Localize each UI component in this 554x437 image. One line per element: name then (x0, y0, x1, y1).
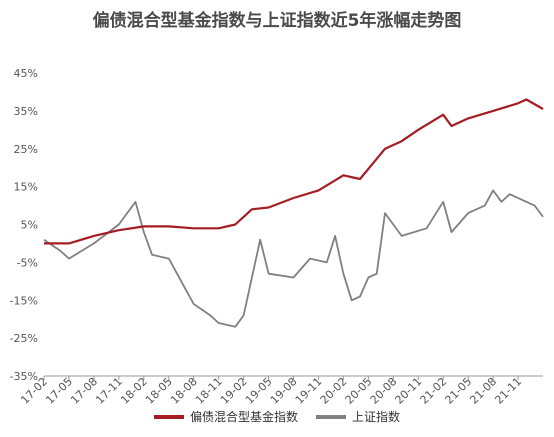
x-tick-label: 19-08 (268, 375, 300, 407)
legend-item-shanghai: 上证指数 (316, 408, 400, 425)
x-tick-label: 21-08 (467, 375, 499, 407)
x-tick-label: 21-02 (418, 375, 450, 407)
chart-title: 偏债混合型基金指数与上证指数近5年涨幅走势图 (92, 11, 462, 31)
y-tick-label: 5% (21, 219, 38, 232)
series-line-shanghai (43, 189, 544, 328)
x-tick-label: 19-05 (243, 375, 275, 407)
x-tick-label: 20-05 (343, 375, 375, 407)
y-tick-label: -35% (10, 370, 38, 383)
x-tick-label: 17-08 (68, 375, 100, 407)
x-tick-label: 17-11 (93, 375, 125, 407)
series-line-bond-mixed (44, 98, 544, 245)
y-tick-label: 45% (14, 67, 38, 80)
legend-swatch-bond-mixed (153, 414, 184, 419)
legend-label-bond-mixed: 偏债混合型基金指数 (189, 410, 298, 424)
x-tick-label: 21-11 (492, 375, 524, 407)
y-tick-label: 25% (14, 143, 38, 156)
y-tick-label: -15% (10, 294, 38, 307)
y-tick-label: 15% (14, 181, 38, 194)
x-tick-label: 21-05 (442, 375, 474, 407)
x-tick-label: 20-11 (393, 375, 425, 407)
y-tick-label: -25% (10, 332, 38, 345)
x-tick-label: 19-02 (218, 375, 250, 407)
x-tick-label: 20-08 (368, 375, 400, 407)
legend: 偏债混合型基金指数 上证指数 (0, 408, 554, 425)
legend-item-bond-mixed: 偏债混合型基金指数 (153, 408, 298, 425)
x-tick-label: 19-11 (293, 375, 325, 407)
x-tick-label: 18-02 (118, 375, 150, 407)
x-tick-label: 18-05 (143, 375, 175, 407)
y-tick-label: 35% (14, 105, 38, 118)
legend-swatch-shanghai (316, 414, 346, 419)
y-tick-label: -5% (17, 256, 38, 269)
x-tick-label: 18-11 (193, 375, 225, 407)
x-tick-label: 18-08 (168, 375, 200, 407)
x-tick-label: 20-02 (318, 375, 350, 407)
legend-label-shanghai: 上证指数 (352, 410, 401, 424)
x-tick-label: 17-05 (43, 375, 75, 407)
